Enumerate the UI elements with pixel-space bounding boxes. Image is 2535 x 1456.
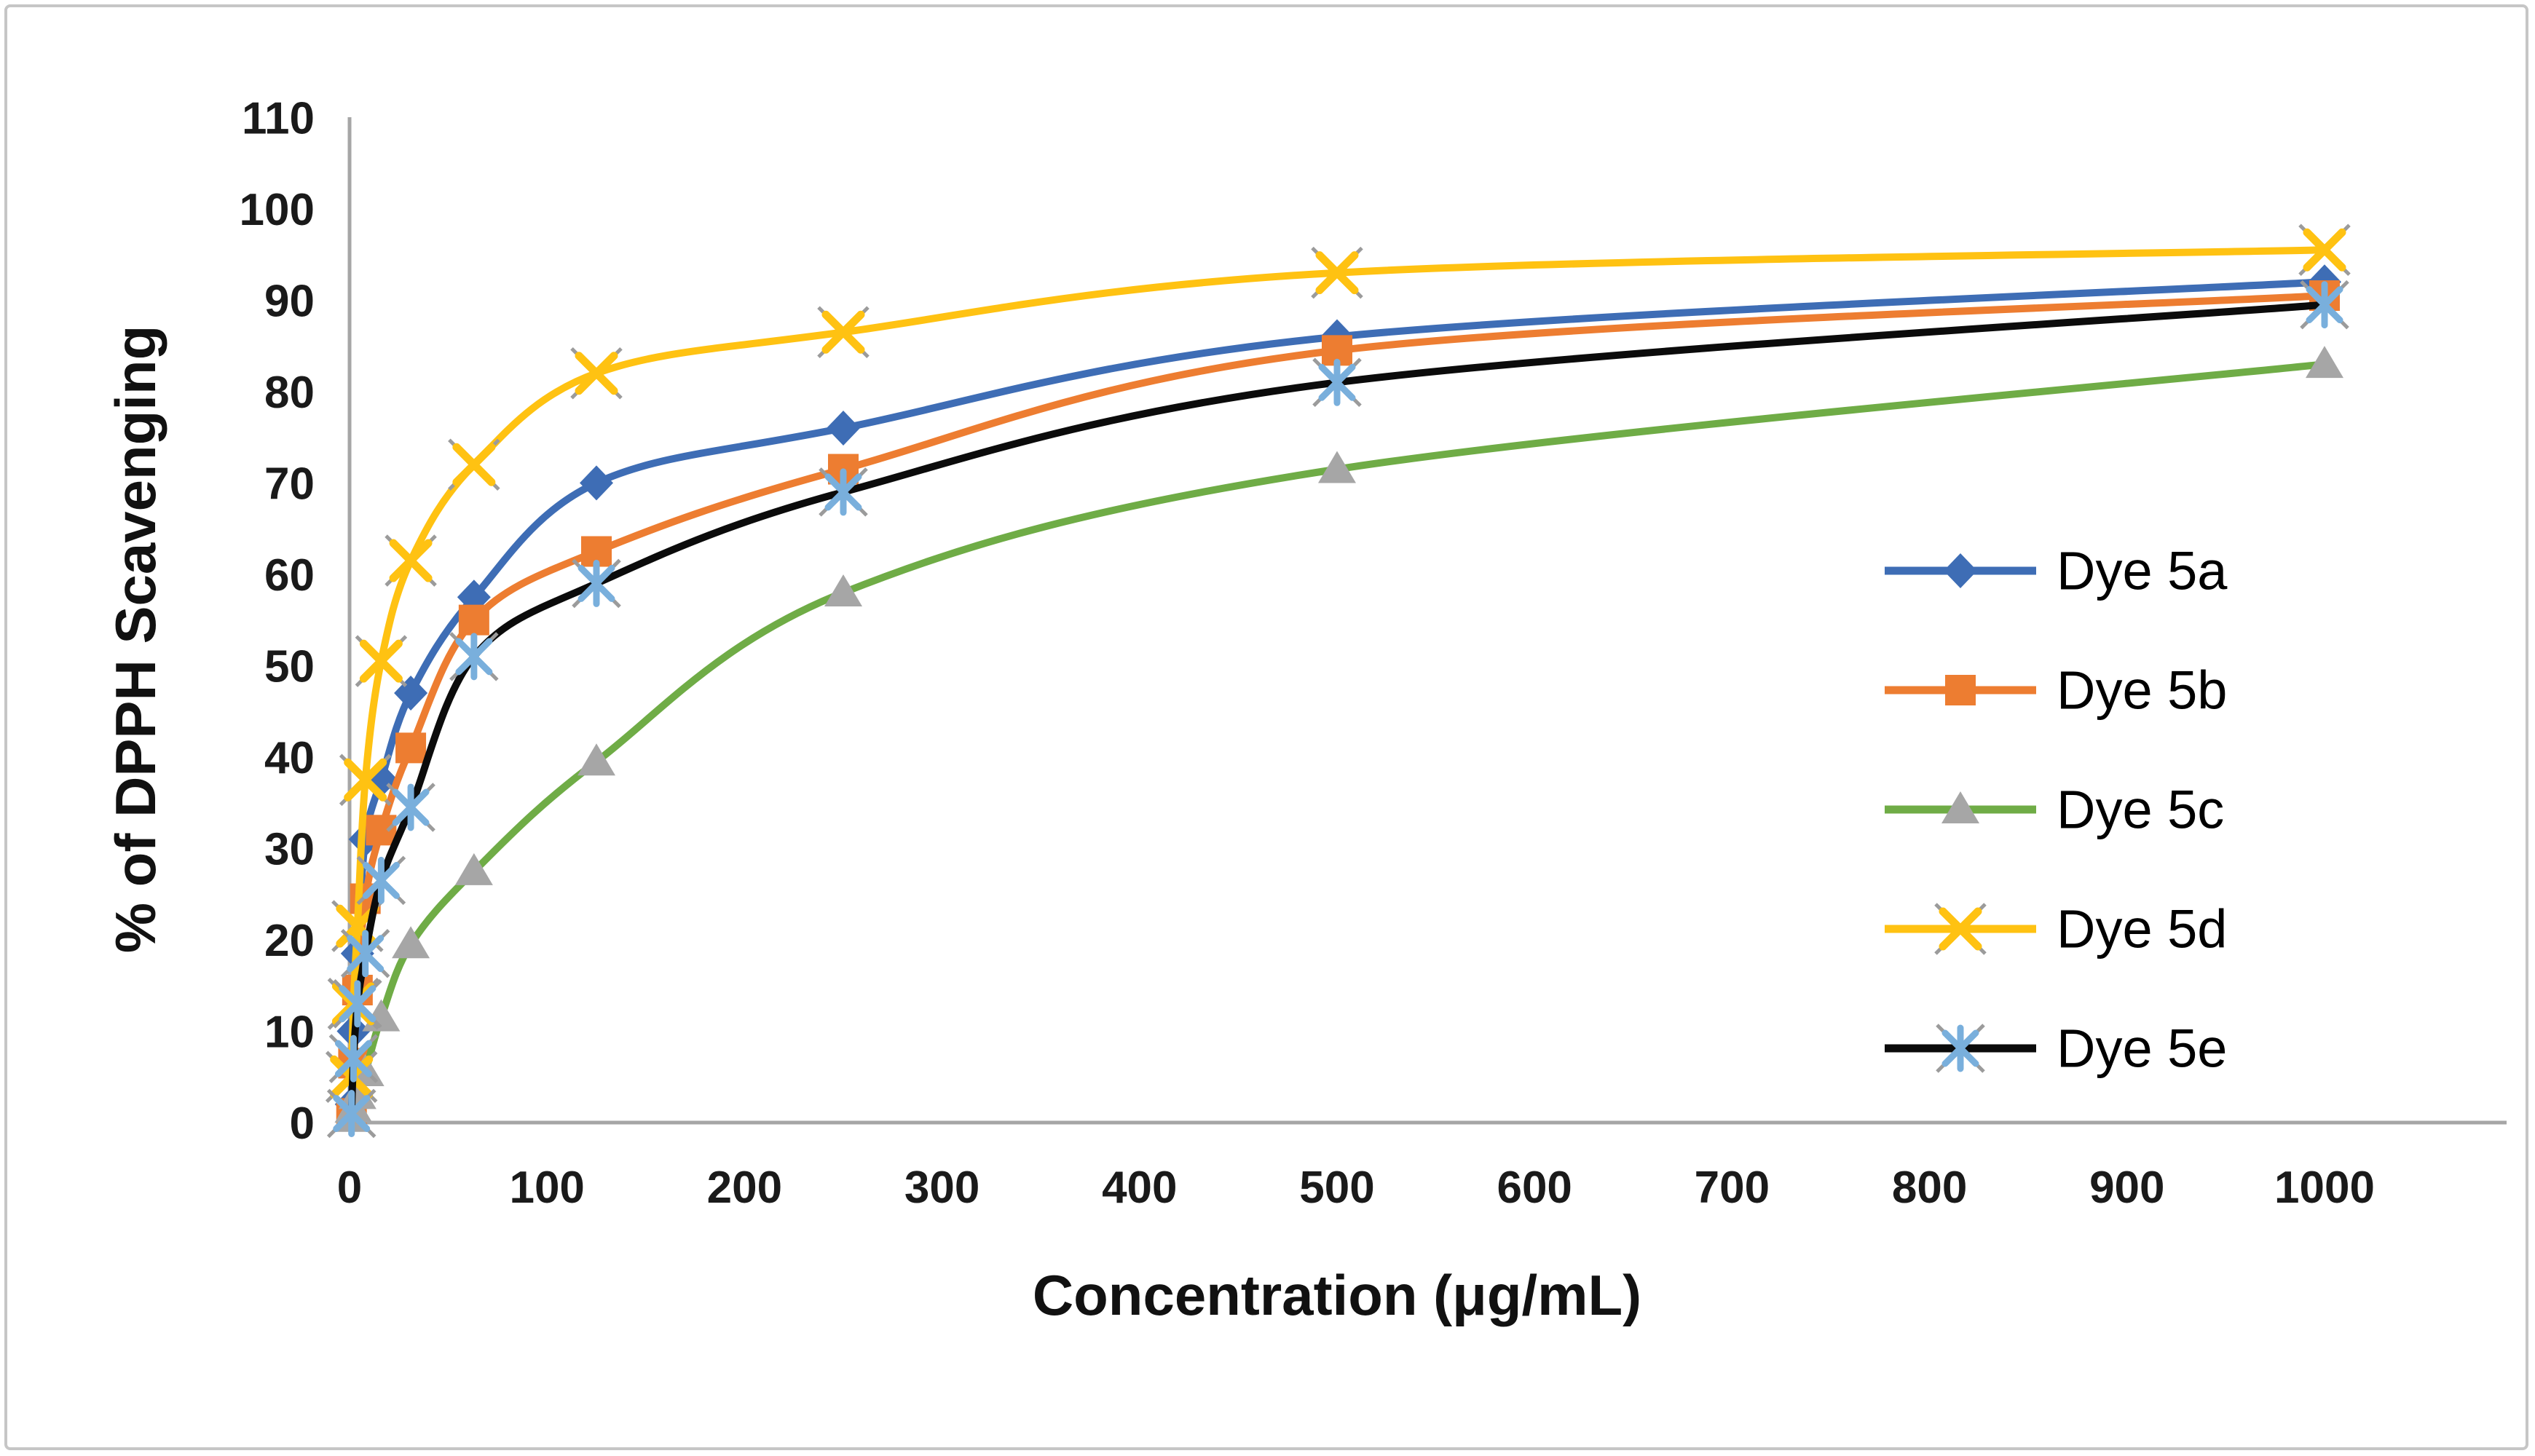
- asterisk-marker: [386, 783, 435, 832]
- triangle-marker: [1941, 791, 1979, 823]
- asterisk-marker: [1936, 1024, 1985, 1073]
- asterisk-marker: [449, 632, 499, 681]
- square-marker: [366, 815, 397, 846]
- legend-label: Dye 5d: [2057, 899, 2227, 960]
- square-marker: [1945, 675, 1976, 705]
- legend: Dye 5a Dye 5b Dye 5c Dye 5d Dye 5e: [1885, 541, 2228, 1079]
- legend-item-dye-5e: Dye 5e: [1885, 1018, 2227, 1079]
- y-tick-label: 110: [242, 93, 315, 143]
- triangle-marker: [824, 574, 862, 606]
- xcross-marker: [339, 753, 392, 807]
- y-tick-label: 40: [264, 733, 315, 783]
- y-tick-label: 70: [264, 459, 315, 509]
- xcross-marker: [2298, 223, 2351, 277]
- triangle-marker: [392, 926, 430, 959]
- x-tick-label: 600: [1497, 1163, 1572, 1213]
- asterisk-marker: [340, 929, 390, 978]
- y-tick-label: 90: [264, 276, 315, 326]
- y-tick-label: 50: [264, 641, 315, 692]
- xcross-marker: [1934, 903, 1987, 955]
- square-marker: [458, 604, 489, 636]
- x-tick-label: 900: [2089, 1163, 2164, 1213]
- diamond-marker: [580, 465, 613, 501]
- legend-item-dye-5a: Dye 5a: [1885, 541, 2228, 601]
- diamond-marker: [827, 411, 860, 446]
- triangle-marker: [2306, 346, 2343, 379]
- triangle-marker: [454, 852, 493, 885]
- asterisk-marker: [819, 467, 868, 517]
- series-dye-5e: [326, 280, 2349, 1139]
- y-tick-label: 60: [264, 550, 315, 601]
- x-tick-label: 300: [904, 1163, 979, 1213]
- legend-label: Dye 5c: [2057, 780, 2224, 840]
- asterisk-marker: [356, 855, 406, 906]
- y-axis-title: % of DPPH Scavenging: [103, 325, 167, 954]
- triangle-marker: [577, 743, 615, 776]
- x-tick-label: 100: [509, 1163, 584, 1213]
- x-tick-label: 700: [1695, 1163, 1770, 1213]
- xcross-marker: [570, 347, 623, 400]
- x-tick-label: 0: [337, 1163, 362, 1213]
- asterisk-marker: [333, 979, 382, 1029]
- triangle-marker: [1318, 451, 1356, 483]
- asterisk-marker: [572, 558, 621, 609]
- y-tick-label: 20: [264, 916, 315, 966]
- legend-label: Dye 5a: [2057, 541, 2228, 601]
- y-tick-label: 0: [290, 1099, 315, 1149]
- y-tick-label: 80: [264, 368, 315, 418]
- series-line: [347, 292, 2328, 1117]
- legend-item-dye-5b: Dye 5b: [1885, 660, 2227, 721]
- asterisk-marker: [328, 1034, 379, 1083]
- legend-item-dye-5c: Dye 5c: [1885, 780, 2224, 840]
- legend-label: Dye 5b: [2057, 660, 2227, 721]
- xcross-marker: [817, 306, 870, 359]
- xcross-marker: [1311, 246, 1363, 299]
- y-tick-label: 100: [240, 185, 315, 235]
- asterisk-marker: [1312, 357, 1362, 408]
- x-axis-tick-labels: 0 100 200 300 400 500 600 700 800 900 1000: [337, 1163, 2375, 1213]
- y-tick-label: 10: [264, 1007, 315, 1057]
- xcross-marker: [385, 534, 437, 587]
- y-tick-label: 30: [264, 824, 315, 874]
- legend-label: Dye 5e: [2057, 1018, 2227, 1079]
- xcross-marker: [355, 635, 408, 687]
- asterisk-marker: [2300, 280, 2349, 330]
- series-layer: [325, 223, 2351, 1139]
- xcross-marker: [448, 438, 500, 491]
- y-axis-tick-labels: 0 10 20 30 40 50 60 70 80 90 100 110: [240, 93, 315, 1149]
- diamond-marker: [1944, 553, 1977, 588]
- x-axis-title: Concentration (μg/mL): [1033, 1263, 1641, 1327]
- legend-item-dye-5d: Dye 5d: [1885, 899, 2227, 960]
- square-marker: [395, 732, 427, 764]
- asterisk-marker: [326, 1088, 376, 1139]
- x-tick-label: 800: [1892, 1163, 1967, 1213]
- series-line: [347, 246, 2328, 1081]
- x-tick-label: 400: [1102, 1163, 1177, 1213]
- figure-border: [4, 4, 2528, 1450]
- x-tick-label: 500: [1299, 1163, 1374, 1213]
- x-tick-label: 1000: [2274, 1163, 2375, 1213]
- x-tick-label: 200: [707, 1163, 782, 1213]
